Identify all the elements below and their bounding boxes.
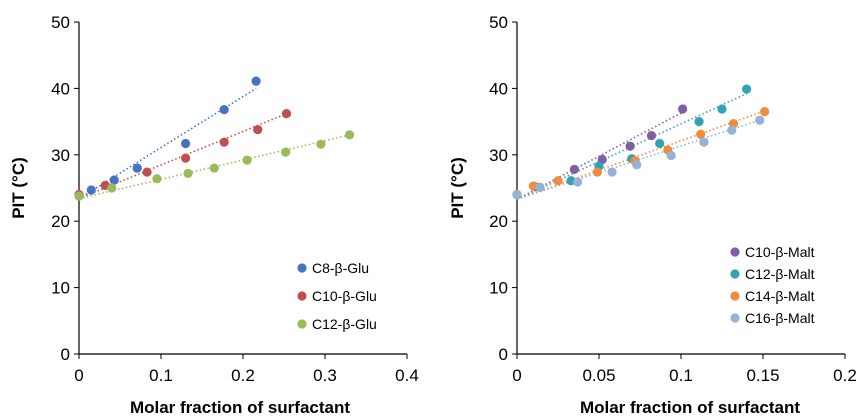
point-c10-glu bbox=[253, 124, 263, 135]
legend-marker-c8-glu bbox=[297, 263, 307, 273]
point-c16-malt bbox=[632, 160, 642, 170]
point-c14-malt bbox=[760, 107, 770, 117]
legend-label-c8-glu: C8-β-Glu bbox=[312, 260, 369, 276]
point-c16-malt bbox=[607, 167, 617, 177]
chart1-y-tick-label: 0 bbox=[499, 345, 508, 364]
chart0-y-tick-label: 10 bbox=[51, 279, 70, 298]
chart0-y-axis-title: PIT (°C) bbox=[9, 157, 28, 219]
point-c12-glu bbox=[281, 147, 291, 157]
trendline-c8-glu bbox=[78, 87, 257, 200]
point-c8-glu bbox=[219, 105, 229, 115]
point-c8-glu bbox=[132, 163, 142, 173]
legend-label-c12-malt: C12-β-Malt bbox=[745, 266, 815, 282]
legend-marker-c12-glu bbox=[297, 319, 307, 329]
chart0-y-tick-label: 20 bbox=[51, 212, 70, 231]
point-c10-glu bbox=[142, 167, 152, 177]
legend-label-c10-malt: C10-β-Malt bbox=[745, 244, 815, 260]
point-c16-malt bbox=[699, 137, 709, 147]
chart1-x-tick-label: 0.1 bbox=[669, 366, 693, 385]
chart1-x-axis-title: Molar fraction of surfactant bbox=[580, 398, 800, 417]
point-c12-malt bbox=[694, 117, 704, 127]
point-c16-malt bbox=[727, 125, 737, 135]
chart1-x-tick-label: 0.15 bbox=[746, 366, 779, 385]
point-c16-malt bbox=[666, 150, 676, 161]
legend-label-c10-glu: C10-β-Glu bbox=[312, 288, 377, 304]
chart1-y-tick-label: 30 bbox=[489, 146, 508, 165]
chart0-y-tick-label: 30 bbox=[51, 146, 70, 165]
chart1-x-tick-label: 0 bbox=[512, 366, 521, 385]
point-c12-glu bbox=[183, 168, 193, 178]
point-c8-glu bbox=[251, 76, 261, 86]
chart0-x-tick-label: 0.1 bbox=[149, 366, 173, 385]
point-c10-glu bbox=[281, 109, 292, 119]
chart1-y-tick-label: 40 bbox=[489, 79, 508, 98]
point-c14-malt bbox=[553, 176, 563, 186]
point-c10-malt bbox=[678, 104, 688, 114]
point-c8-glu bbox=[109, 175, 119, 185]
chart0-x-axis-title: Molar fraction of surfactant bbox=[130, 398, 350, 417]
chart1-y-tick-label: 10 bbox=[489, 279, 508, 298]
legend-marker-c16-malt bbox=[730, 313, 740, 323]
point-c8-glu bbox=[86, 185, 96, 195]
chart1-y-tick-label: 50 bbox=[489, 13, 508, 32]
chart-right: 0 10 20 30 40 50 0 0.05 0.1 0.15 0.2 Molar fraction… bbox=[448, 13, 857, 417]
point-c12-malt bbox=[717, 104, 727, 114]
chart0-x-tick-label: 0.3 bbox=[313, 366, 337, 385]
point-c12-glu bbox=[345, 130, 355, 140]
point-c10-glu bbox=[181, 153, 191, 163]
legend-label-c14-malt: C14-β-Malt bbox=[745, 288, 815, 304]
chart0-y-tick-label: 40 bbox=[51, 79, 70, 98]
chart0-x-tick-label: 0 bbox=[74, 366, 83, 385]
point-c12-glu bbox=[152, 174, 162, 184]
chart1-y-axis-title: PIT (°C) bbox=[448, 157, 467, 219]
chart-left: 0 10 20 30 40 50 0 0.1 0.2 0.3 0.4 Molar fraction o… bbox=[9, 13, 419, 417]
point-c10-malt bbox=[569, 164, 580, 175]
point-c12-malt bbox=[655, 138, 665, 149]
legend-label-c16-malt: C16-β-Malt bbox=[745, 310, 815, 326]
chart0-y-tick-label: 50 bbox=[51, 13, 70, 32]
legend-marker-c10-glu bbox=[297, 291, 307, 301]
point-c10-malt bbox=[646, 130, 657, 141]
point-c12-glu bbox=[107, 183, 117, 193]
point-c10-glu bbox=[219, 137, 229, 147]
trendline-c16-malt bbox=[516, 119, 760, 201]
point-c16-malt bbox=[573, 177, 583, 187]
chart0-y-tick-label: 0 bbox=[61, 345, 70, 364]
chart1-x-tick-label: 0.2 bbox=[833, 366, 857, 385]
point-c14-malt bbox=[696, 129, 706, 139]
point-c16-malt bbox=[512, 190, 522, 200]
point-c12-glu bbox=[316, 139, 326, 149]
trendline-c14-malt bbox=[516, 110, 765, 201]
point-c16-malt bbox=[535, 182, 545, 192]
point-c12-malt bbox=[742, 84, 752, 94]
legend-label-c12-glu: C12-β-Glu bbox=[312, 316, 377, 332]
legend-marker-c12-malt bbox=[730, 269, 740, 279]
chart1-y-tick-label: 20 bbox=[489, 212, 508, 231]
chart0-x-tick-label: 0.4 bbox=[395, 366, 419, 385]
point-c12-glu bbox=[74, 191, 84, 201]
point-c14-malt bbox=[592, 167, 602, 177]
point-c10-malt bbox=[625, 141, 635, 151]
point-c16-malt bbox=[755, 115, 765, 125]
chart0-x-tick-label: 0.2 bbox=[231, 366, 255, 385]
legend-marker-c14-malt bbox=[730, 291, 740, 301]
legend-marker-c10-malt bbox=[730, 247, 740, 257]
point-c12-glu bbox=[209, 163, 219, 173]
chart1-x-tick-label: 0.05 bbox=[582, 366, 615, 385]
point-c12-glu bbox=[242, 155, 252, 165]
point-c8-glu bbox=[181, 138, 191, 149]
